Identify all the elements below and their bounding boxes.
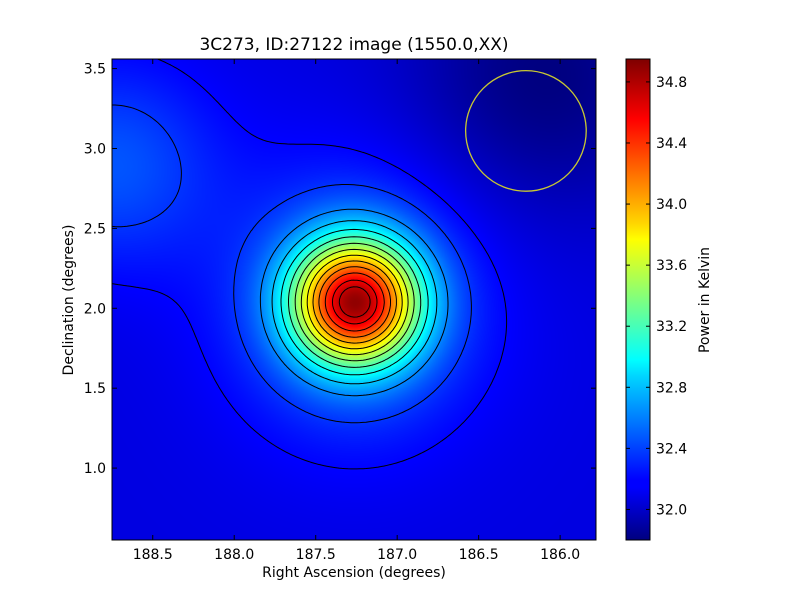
contour-level-2: [259, 208, 449, 397]
x-tick-label: 187.0: [377, 547, 417, 563]
contour-level-1: [112, 104, 472, 424]
contour-level-7: [300, 248, 409, 356]
x-tick-label: 186.0: [540, 547, 580, 563]
contour-level-4: [280, 228, 429, 376]
x-tick-label: 188.0: [214, 547, 254, 563]
x-axis-label: Right Ascension (degrees): [262, 565, 446, 581]
x-tick-label: 188.5: [133, 547, 173, 563]
contour-lines: [112, 59, 508, 470]
y-tick-label: 2.5: [84, 221, 106, 237]
y-tick-label: 2.0: [84, 301, 106, 317]
contour-level-3: [271, 220, 438, 385]
contour-level-0: [112, 59, 508, 470]
y-tick-label: 3.0: [84, 141, 106, 157]
colorbar-tick-label: 33.2: [656, 319, 687, 335]
y-axis-label: Declination (degrees): [61, 225, 77, 376]
contour-level-8: [306, 254, 403, 350]
beam-circle: [464, 69, 587, 192]
x-tick-label: 186.5: [459, 547, 499, 563]
plot-frame: [111, 58, 597, 541]
plot-area: 188.5 188.0 187.5 187.0 186.5 186.0 1.0 1.5 2.0…: [84, 58, 597, 563]
x-tick-label: 187.5: [296, 547, 336, 563]
colorbar-tick-label: 34.4: [656, 136, 687, 152]
x-axis-ticks: 188.5 188.0 187.5 187.0 186.5 186.0: [133, 59, 580, 563]
y-tick-label: 1.0: [84, 461, 106, 477]
colorbar-ticks: 32.0 32.4 32.8 33.2 33.6 34.0 34.4 34.8: [626, 75, 687, 518]
chart-title: 3C273, ID:27122 image (1550.0,XX): [199, 35, 508, 55]
colorbar-tick-label: 34.8: [656, 75, 687, 91]
contour-level-9: [312, 260, 397, 344]
colorbar-tick-label: 32.4: [656, 441, 687, 457]
colorbar-tick-label: 32.8: [656, 380, 687, 396]
contour-level-13: [338, 286, 371, 318]
y-tick-label: 1.5: [84, 381, 106, 397]
contour-level-6: [294, 242, 415, 362]
colorbar: 32.0 32.4 32.8 33.2 33.6 34.0 34.4 34.8 Power i…: [625, 58, 713, 541]
contour-level-10: [318, 266, 391, 338]
colorbar-label: Power in Kelvin: [697, 247, 713, 353]
contour-level-11: [324, 272, 385, 332]
colorbar-tick-label: 34.0: [656, 197, 687, 213]
y-axis-ticks: 1.0 1.5 2.0 2.5 3.0 3.5: [84, 62, 596, 477]
colorbar-tick-label: 33.6: [656, 258, 687, 274]
contour-level-5: [288, 236, 422, 368]
y-tick-label: 3.5: [84, 62, 106, 78]
contour-level-12: [332, 279, 378, 325]
colorbar-tick-label: 32.0: [656, 502, 687, 518]
heatmap-image: [112, 59, 596, 540]
colorbar-gradient: [625, 58, 651, 541]
